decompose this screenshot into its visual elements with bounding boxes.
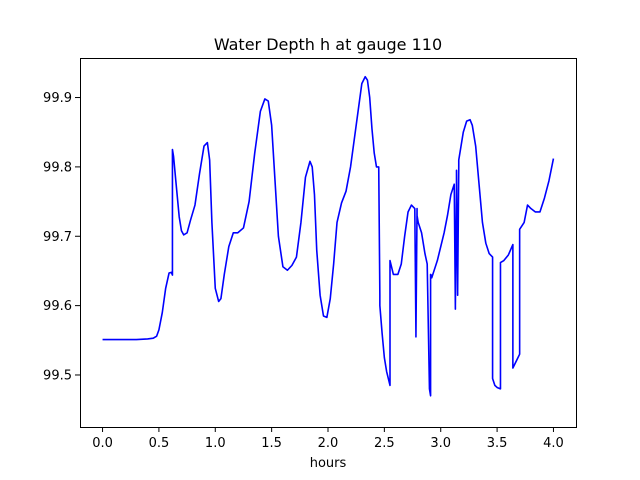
x-tick-label: 4.0 [543,436,564,451]
x-axis-label: hours [310,456,347,471]
x-tick-label: 3.0 [430,436,451,451]
x-tick-label: 2.5 [374,436,395,451]
y-tick-label: 99.7 [43,230,72,245]
x-tick-label: 0.5 [149,436,170,451]
plot-frame [80,58,577,428]
x-tick-label: 0.0 [92,436,113,451]
x-tick-label: 3.5 [487,436,508,451]
chart-title: Water Depth h at gauge 110 [214,35,442,54]
x-tick-label: 1.0 [205,436,226,451]
x-tick-label: 2.0 [318,436,339,451]
y-tick-label: 99.5 [43,368,72,383]
y-tick-label: 99.8 [43,160,72,175]
x-tick-label: 1.5 [261,436,282,451]
plot-area [80,58,577,428]
y-tick-label: 99.6 [43,299,72,314]
water-depth-line [102,75,555,397]
y-tick-label: 99.9 [43,91,72,106]
x-axis: 0.0 0.5 1.0 1.5 2.0 2.5 3.0 3.5 4.0 [92,427,564,451]
y-axis: 99.5 99.6 99.7 99.8 99.9 [43,91,80,383]
